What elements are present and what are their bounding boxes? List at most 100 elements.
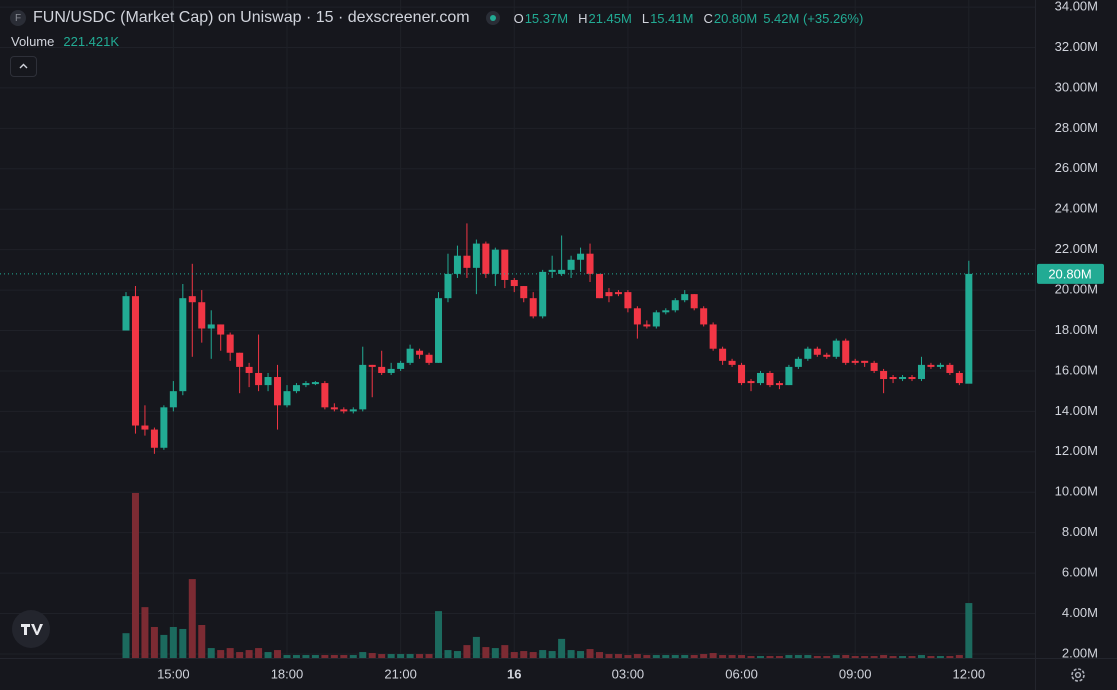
volume-legend: Volume 221.421K <box>11 34 119 49</box>
change: 5.42M (+35.26%) <box>763 10 864 26</box>
volume-bar <box>510 652 518 658</box>
volume-bar <box>719 655 727 658</box>
candle-body <box>501 249 509 280</box>
volume-bar <box>311 655 319 658</box>
volume-bar <box>131 492 139 658</box>
candle-body <box>539 271 547 317</box>
collapse-icon <box>19 63 28 69</box>
candle-body <box>624 292 632 309</box>
y-tick-label: 26.00M <box>1055 160 1098 175</box>
candle-body <box>141 425 149 430</box>
volume-bar <box>406 654 414 658</box>
volume-bar <box>264 652 272 658</box>
candle-body <box>302 383 310 386</box>
candle-body <box>245 366 253 373</box>
x-tick-label: 06:00 <box>725 666 758 681</box>
candle-body <box>785 366 793 386</box>
volume-bar <box>302 655 310 658</box>
volume-bar <box>851 656 859 658</box>
candle-body <box>899 377 907 380</box>
candle-body <box>813 348 821 355</box>
volume-bar <box>321 655 329 658</box>
y-tick-label: 22.00M <box>1055 241 1098 256</box>
candle-body <box>652 312 660 327</box>
candle-body <box>596 273 603 299</box>
candle-body <box>936 364 944 367</box>
volume-bar <box>728 655 736 658</box>
candle-body <box>775 383 783 386</box>
candle-body <box>880 370 888 380</box>
candle-body <box>406 348 414 363</box>
volume-bar <box>160 634 168 658</box>
candle-body <box>614 292 622 295</box>
candle-body <box>472 243 480 268</box>
candle-body <box>169 391 177 408</box>
volume-bar <box>330 655 338 658</box>
volume-label: Volume <box>11 34 55 49</box>
tv-logo[interactable] <box>12 610 50 648</box>
settings-icon[interactable] <box>1071 668 1085 682</box>
volume-bar <box>416 654 424 658</box>
stat-value: 15.37M <box>524 10 569 26</box>
volume-bar <box>643 655 651 658</box>
volume-bar <box>662 655 670 658</box>
candle-body <box>529 298 537 317</box>
volume-bar <box>188 579 196 658</box>
volume-bar <box>529 652 537 658</box>
volume-bar <box>453 651 461 658</box>
candle-body <box>709 324 717 349</box>
volume-bar <box>368 653 376 658</box>
candle-body <box>425 354 433 363</box>
y-tick-label: 6.00M <box>1062 565 1098 580</box>
volume-bar <box>491 648 499 658</box>
x-tick-label: 12:00 <box>953 666 986 681</box>
candle-body <box>387 368 395 373</box>
volume-bar <box>292 655 300 658</box>
candle-body <box>150 429 158 448</box>
volume-bar <box>842 655 850 658</box>
volume-bar <box>255 648 263 658</box>
candle-body <box>719 348 727 361</box>
x-tick-label: 18:00 <box>271 666 304 681</box>
volume-bar <box>965 603 973 658</box>
candle-body <box>160 407 168 448</box>
collapse-button[interactable] <box>10 56 37 77</box>
candle-body <box>122 296 130 331</box>
candle-body <box>330 407 338 410</box>
volume-bar <box>766 656 774 658</box>
gear <box>1071 668 1085 682</box>
candle-body <box>217 324 225 335</box>
volume-bar <box>567 650 575 658</box>
candle-body <box>416 350 424 355</box>
x-tick-label: 15:00 <box>157 666 190 681</box>
candle-body <box>766 372 774 386</box>
stat-label: H <box>578 10 588 26</box>
volume-bar <box>946 656 954 658</box>
candle-body <box>586 253 594 274</box>
visibility-toggle[interactable] <box>485 11 500 25</box>
candle-body <box>662 310 670 313</box>
candle-body <box>700 308 708 325</box>
candle-body <box>397 362 405 369</box>
volume-bar <box>397 654 405 658</box>
gear-hub <box>1074 671 1082 679</box>
stat-label: L <box>641 10 650 26</box>
candle-body <box>917 364 925 380</box>
volume-bar <box>927 656 935 658</box>
candle-body <box>349 409 357 412</box>
candle-body <box>435 298 443 363</box>
candle-body <box>198 302 206 329</box>
volume-bar <box>889 656 897 658</box>
volume-bar <box>122 633 130 658</box>
volume-bar <box>775 656 783 658</box>
volume-bar <box>794 655 802 658</box>
candle-body <box>756 372 764 384</box>
candle-body <box>955 372 963 384</box>
volume-bar <box>207 648 215 658</box>
y-tick-label: 8.00M <box>1062 524 1098 539</box>
candle-body <box>548 269 556 272</box>
candle-body <box>340 409 348 412</box>
volume-bar <box>472 636 480 658</box>
volume-bar <box>520 651 528 658</box>
